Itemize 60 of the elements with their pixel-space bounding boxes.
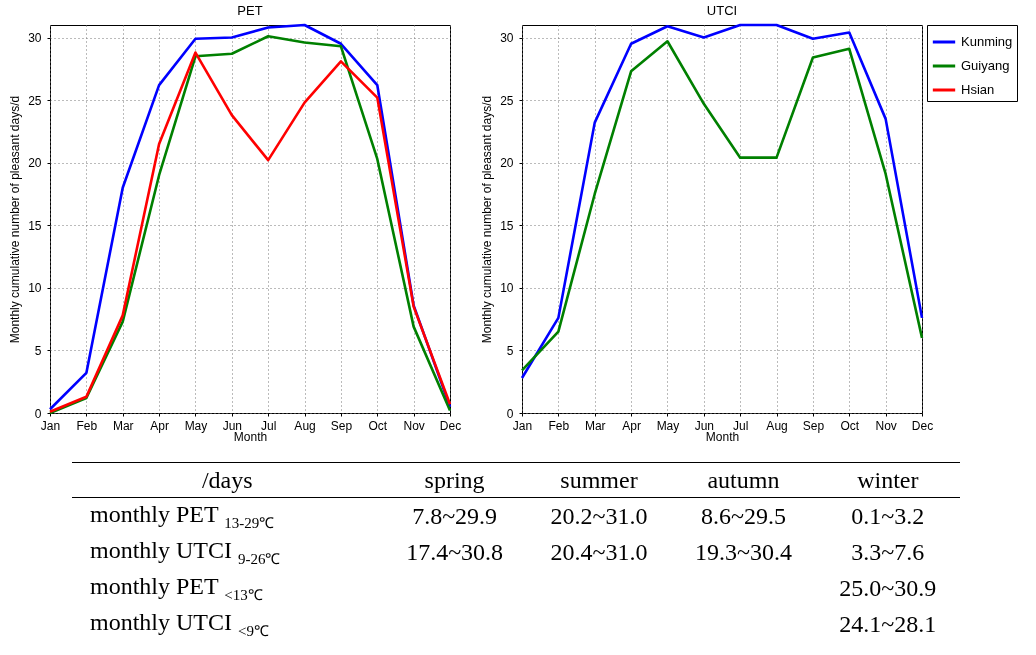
- x-tick-label: May: [656, 418, 680, 433]
- category-label: monthly UTCI $_{9-26℃}$: [90, 536, 281, 567]
- x-tick-label: Aug: [766, 418, 788, 433]
- y-tick-label: 5: [506, 343, 514, 358]
- y-tick-label: 0: [506, 406, 514, 421]
- x-tick-label: Oct: [840, 418, 860, 433]
- text: 19.3~30.4: [694, 538, 792, 565]
- category-label: monthly PET $_{<13℃}$: [90, 572, 263, 603]
- x-tick-label: Nov: [403, 418, 425, 433]
- y-tick-label: 20: [28, 156, 42, 171]
- x-tick-label: Dec: [439, 418, 462, 433]
- chart-title: PET: [237, 2, 263, 18]
- x-tick-label: Feb: [76, 418, 98, 433]
- y-tick-label: 15: [28, 218, 42, 233]
- y-axis-title: Monthly cumulative number of pleasant days/d: [8, 95, 23, 344]
- x-tick-label: Jan: [40, 418, 61, 433]
- y-tick-label: 10: [28, 281, 42, 296]
- legend-label: Hsian: [961, 82, 995, 97]
- text: /days: [72, 462, 383, 498]
- text: 17.4~30.8: [406, 538, 504, 565]
- y-tick-label: 20: [500, 156, 514, 171]
- text: 24.1~28.1: [839, 610, 937, 637]
- x-tick-label: Jan: [512, 418, 533, 433]
- category-label: monthly PET $_{13-29℃}$: [90, 500, 275, 531]
- x-tick-label: Mar: [584, 418, 606, 433]
- y-tick-label: 30: [28, 31, 42, 46]
- x-tick-label: Apr: [150, 418, 169, 433]
- y-tick-label: 30: [500, 31, 514, 46]
- x-tick-label: Oct: [368, 418, 388, 433]
- category-label: summer: [526, 462, 672, 498]
- x-tick-label: Dec: [911, 418, 934, 433]
- x-tick-label: Apr: [622, 418, 641, 433]
- y-tick-label: 25: [28, 93, 42, 108]
- category-label: autumn: [671, 462, 816, 498]
- x-tick-label: Feb: [548, 418, 570, 433]
- text: 20.2~31.0: [550, 502, 648, 529]
- legend-label: Guiyang: [961, 58, 1010, 73]
- y-tick-label: 25: [500, 93, 514, 108]
- text: 7.8~29.9: [412, 502, 498, 529]
- text: 20.4~31.0: [550, 538, 648, 565]
- y-axis-title: Monthly cumulative number of pleasant days/d: [480, 95, 495, 344]
- y-tick-label: 5: [34, 343, 42, 358]
- x-tick-label: May: [184, 418, 208, 433]
- x-tick-label: Mar: [112, 418, 134, 433]
- category-label: spring: [382, 462, 527, 498]
- text: 25.0~30.9: [839, 574, 937, 601]
- category-label: monthly UTCI $_{<9℃}$: [90, 608, 269, 639]
- y-tick-label: 10: [500, 281, 514, 296]
- legend-label: Kunming: [961, 34, 1013, 49]
- text: 0.1~3.2: [851, 502, 925, 529]
- y-tick-label: 0: [34, 406, 42, 421]
- y-tick-label: 15: [500, 218, 514, 233]
- text: 8.6~29.5: [700, 502, 786, 529]
- x-tick-label: Aug: [294, 418, 316, 433]
- chart-title: UTCI: [706, 2, 738, 18]
- x-tick-label: Sep: [330, 418, 353, 433]
- text: 3.3~7.6: [851, 538, 925, 565]
- x-tick-label: Nov: [875, 418, 897, 433]
- category-label: winter: [815, 462, 960, 498]
- x-tick-label: Sep: [802, 418, 825, 433]
